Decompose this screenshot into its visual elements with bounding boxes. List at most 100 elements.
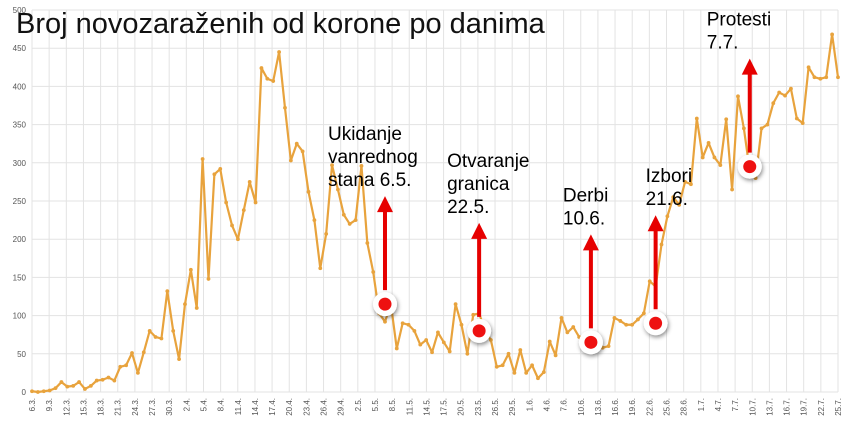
annotation-label: 7.7. (707, 33, 739, 54)
data-point (153, 335, 158, 339)
x-tick-label: 25.6. (663, 398, 672, 416)
x-tick-label: 13.7. (765, 398, 774, 416)
data-point (671, 195, 676, 200)
annotation-label: 10.6. (563, 208, 605, 229)
data-point (712, 155, 717, 160)
data-point (559, 315, 564, 320)
data-point (836, 75, 840, 80)
x-tick-label: 19.6. (628, 398, 637, 416)
y-tick-label: 300 (13, 159, 27, 168)
data-point (488, 338, 493, 342)
annotation-label: Izbori (646, 166, 692, 187)
data-point (571, 325, 576, 329)
x-tick-label: 23.5. (474, 398, 483, 416)
data-point (253, 200, 258, 205)
data-point (471, 312, 476, 317)
data-point (71, 383, 76, 388)
data-point (312, 218, 317, 223)
y-tick-label: 200 (13, 235, 27, 244)
annotation-arrow-shaft (653, 229, 658, 310)
data-point (777, 90, 782, 95)
data-point (524, 371, 529, 375)
x-tick-label: 2.5. (354, 398, 363, 411)
x-tick-label: 22.7. (817, 398, 826, 416)
y-tick-label: 400 (13, 82, 27, 91)
x-tick-label: 15.3. (79, 398, 88, 416)
data-point (824, 75, 829, 80)
data-point (359, 163, 364, 168)
data-point (659, 242, 664, 247)
x-tick-label: 17.5. (440, 398, 449, 416)
x-tick-label: 26.5. (491, 398, 500, 416)
data-point (718, 163, 723, 167)
data-point (300, 149, 305, 154)
data-point (59, 380, 64, 384)
annotation-label: vanrednog (328, 147, 418, 168)
series (30, 32, 840, 394)
x-tick-label: 8.4. (217, 398, 226, 411)
data-point (200, 157, 205, 161)
data-point (689, 182, 693, 187)
data-point (789, 86, 793, 91)
data-point (736, 94, 740, 99)
x-tick-label: 27.3. (148, 398, 157, 416)
data-point (318, 266, 323, 271)
data-point (447, 349, 452, 354)
data-point (800, 121, 805, 125)
data-point (236, 237, 240, 242)
data-point (194, 306, 199, 310)
x-tick-label: 11.4. (234, 398, 243, 415)
annotation-marker-dot (649, 316, 663, 330)
data-point (706, 141, 711, 145)
annotation-label: Protesti (707, 10, 771, 31)
data-point (724, 117, 729, 122)
annotation-arrow-shaft (588, 248, 593, 329)
data-point (641, 311, 646, 316)
data-point (230, 223, 234, 228)
data-point (618, 319, 623, 323)
data-point (259, 66, 264, 70)
data-point (35, 390, 40, 394)
x-tick-label: 16.7. (783, 398, 792, 416)
annotation-arrow-shaft (477, 236, 482, 317)
annotation-label: Otvaranje (447, 151, 529, 172)
annotation-marker-dot (743, 160, 757, 174)
data-point (794, 116, 799, 121)
data-point (530, 363, 534, 368)
annotation-arrow-head (376, 196, 393, 213)
data-point (83, 387, 87, 391)
data-point (171, 328, 176, 333)
data-point (188, 267, 193, 272)
data-point (106, 375, 111, 380)
y-tick-label: 450 (13, 44, 27, 53)
data-point (465, 351, 470, 356)
data-point (453, 302, 458, 307)
data-point (41, 389, 46, 394)
data-point (165, 289, 170, 294)
data-point (277, 50, 281, 54)
data-point (212, 172, 217, 177)
annotation-arrow-head (471, 222, 488, 239)
data-point (247, 180, 252, 184)
data-point (353, 218, 358, 223)
data-point (177, 357, 181, 362)
data-point (112, 378, 117, 383)
x-tick-label: 10.6. (577, 398, 586, 416)
data-point (224, 200, 229, 205)
data-point (459, 322, 464, 327)
data-point (124, 363, 129, 368)
data-point (406, 322, 411, 327)
data-point (547, 339, 552, 344)
x-tick-label: 14.4. (251, 398, 260, 416)
y-tick-label: 50 (17, 350, 26, 359)
x-tick-label: 5.4. (199, 398, 208, 411)
data-point (565, 330, 570, 335)
x-tick-label: 9.3. (45, 398, 54, 411)
y-tick-label: 150 (13, 273, 27, 282)
data-point (265, 76, 270, 81)
data-point (400, 321, 405, 326)
data-point (288, 158, 293, 163)
x-tick-label: 5.5. (371, 398, 380, 411)
